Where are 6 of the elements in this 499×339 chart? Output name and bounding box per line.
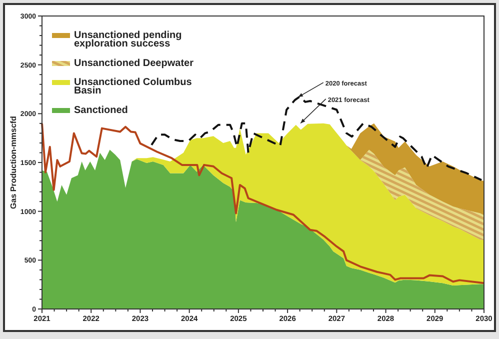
legend-label: Unsanctioned pending exploration success — [74, 30, 182, 50]
y-axis-title: Gas Production-mmscfd — [9, 116, 18, 209]
legend-label: Sanctioned — [74, 105, 128, 116]
line-series — [41, 122, 485, 284]
legend-label: Unsanctioned Columbus Basin — [74, 77, 192, 96]
legend-label: Unsanctioned Deepwater — [74, 58, 194, 69]
